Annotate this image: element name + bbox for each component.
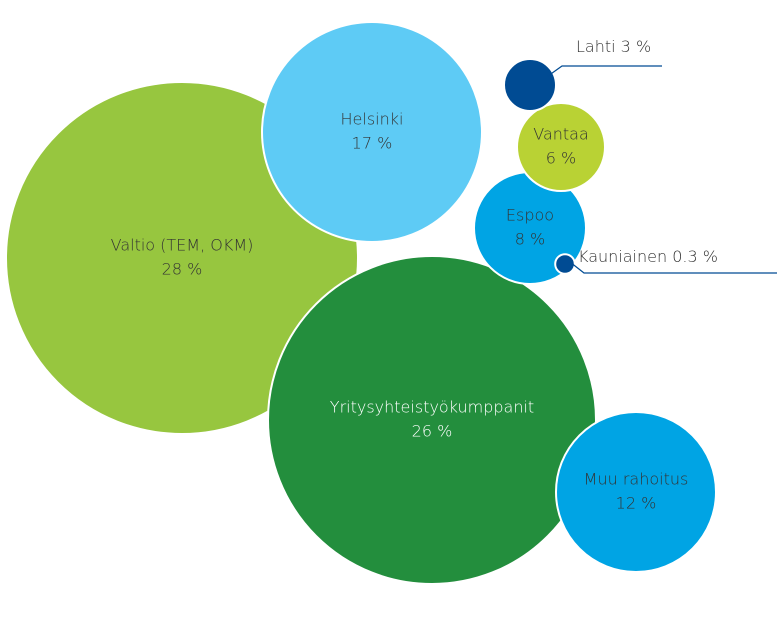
bubble-value-label: 6 % — [546, 149, 576, 168]
callout-value: 0.3 % — [672, 247, 718, 266]
callout-name: Kauniainen — [578, 247, 667, 266]
bubble-value-label: 17 % — [352, 134, 393, 153]
bubble-label: Vantaa — [533, 125, 589, 144]
bubble-value-label: 26 % — [412, 422, 453, 441]
callout-label: Lahti 3 % — [576, 37, 651, 56]
bubble — [267, 255, 597, 585]
callout-value: 3 % — [621, 37, 651, 56]
bubble-label: Yritysyhteistyökumppanit — [330, 398, 534, 417]
bubble — [503, 58, 557, 112]
callout-line — [547, 65, 662, 77]
bubble-value-label: 28 % — [162, 260, 203, 279]
bubble-value-label: 8 % — [515, 230, 545, 249]
bubble — [261, 21, 483, 243]
callout-line — [569, 261, 777, 274]
bubble — [555, 411, 717, 573]
bubble — [554, 253, 576, 275]
bubble-label: Muu rahoitus — [584, 470, 689, 489]
bubble-value-label: 12 % — [616, 494, 657, 513]
bubble-label: Valtio (TEM, OKM) — [111, 236, 254, 255]
callout-name: Lahti — [576, 37, 616, 56]
callout-label: Kauniainen 0.3 % — [578, 247, 718, 266]
bubble-label: Espoo — [506, 206, 554, 225]
bubble-label: Helsinki — [341, 110, 404, 129]
bubble — [516, 102, 606, 192]
